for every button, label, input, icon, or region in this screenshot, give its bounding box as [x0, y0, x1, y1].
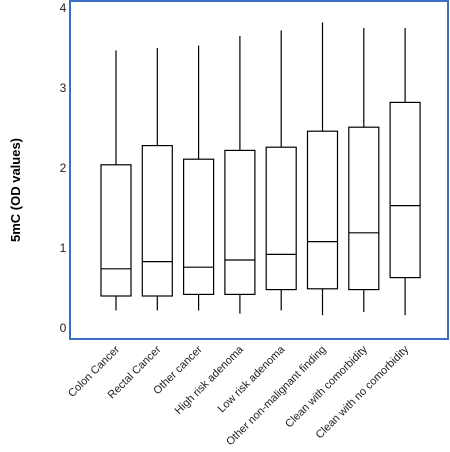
interquartile-box	[265, 146, 297, 291]
box-3	[183, 45, 215, 311]
interquartile-box	[224, 149, 256, 295]
y-tick-label: 0	[60, 321, 67, 335]
box-6	[306, 22, 339, 316]
plot-frame	[69, 0, 449, 340]
box-2	[141, 48, 173, 311]
y-axis-label: 5mC (OD values)	[8, 138, 23, 242]
interquartile-box	[100, 164, 132, 297]
interquartile-box	[183, 158, 215, 295]
x-category-label: High risk adenoma	[173, 343, 247, 417]
y-tick-label: 3	[60, 81, 67, 95]
y-tick-label: 2	[60, 161, 67, 175]
box-5	[265, 30, 297, 311]
box-series	[100, 22, 421, 316]
box-8	[389, 28, 421, 316]
y-axis-ticks: 0 1 2 3 4	[60, 1, 67, 335]
interquartile-box	[306, 130, 339, 290]
y-axis-label-group: 5mC (OD values)	[8, 138, 23, 242]
box-4	[224, 36, 256, 314]
interquartile-box	[389, 101, 421, 279]
box-1	[100, 50, 132, 311]
interquartile-box	[348, 126, 380, 291]
y-tick-label: 4	[60, 1, 67, 15]
y-tick-label: 1	[60, 241, 67, 255]
x-category-label: Clean with comorbidity	[283, 343, 370, 430]
box-7	[348, 28, 380, 312]
interquartile-box	[141, 145, 173, 297]
